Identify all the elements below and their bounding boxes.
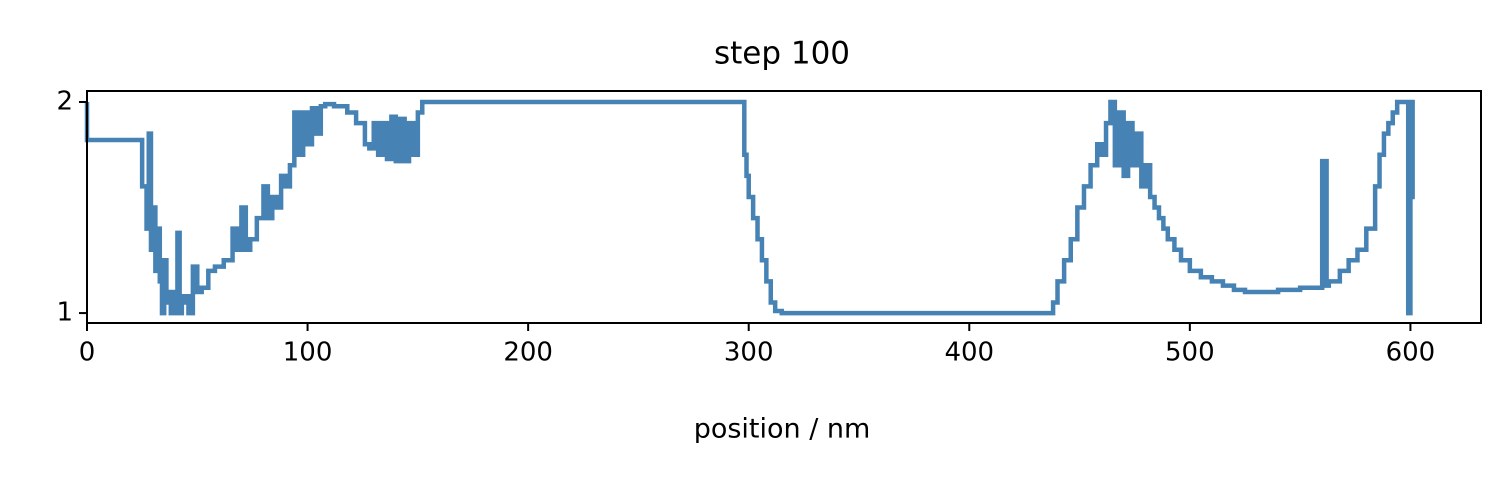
x-tick-label: 400 <box>944 338 994 368</box>
plot-frame <box>86 90 1482 324</box>
y-tick-label: 2 <box>56 86 73 116</box>
x-tick-label: 200 <box>503 338 553 368</box>
x-tick-label: 600 <box>1386 338 1436 368</box>
x-axis-label: position / nm <box>694 414 871 445</box>
x-tick-label: 300 <box>724 338 774 368</box>
x-tick-label: 500 <box>1165 338 1215 368</box>
x-tick-label: 100 <box>283 338 333 368</box>
chart-title: step 100 <box>714 36 850 72</box>
y-tick-label: 1 <box>56 298 73 328</box>
data-line <box>84 99 1415 316</box>
x-tick-label: 0 <box>79 338 96 368</box>
